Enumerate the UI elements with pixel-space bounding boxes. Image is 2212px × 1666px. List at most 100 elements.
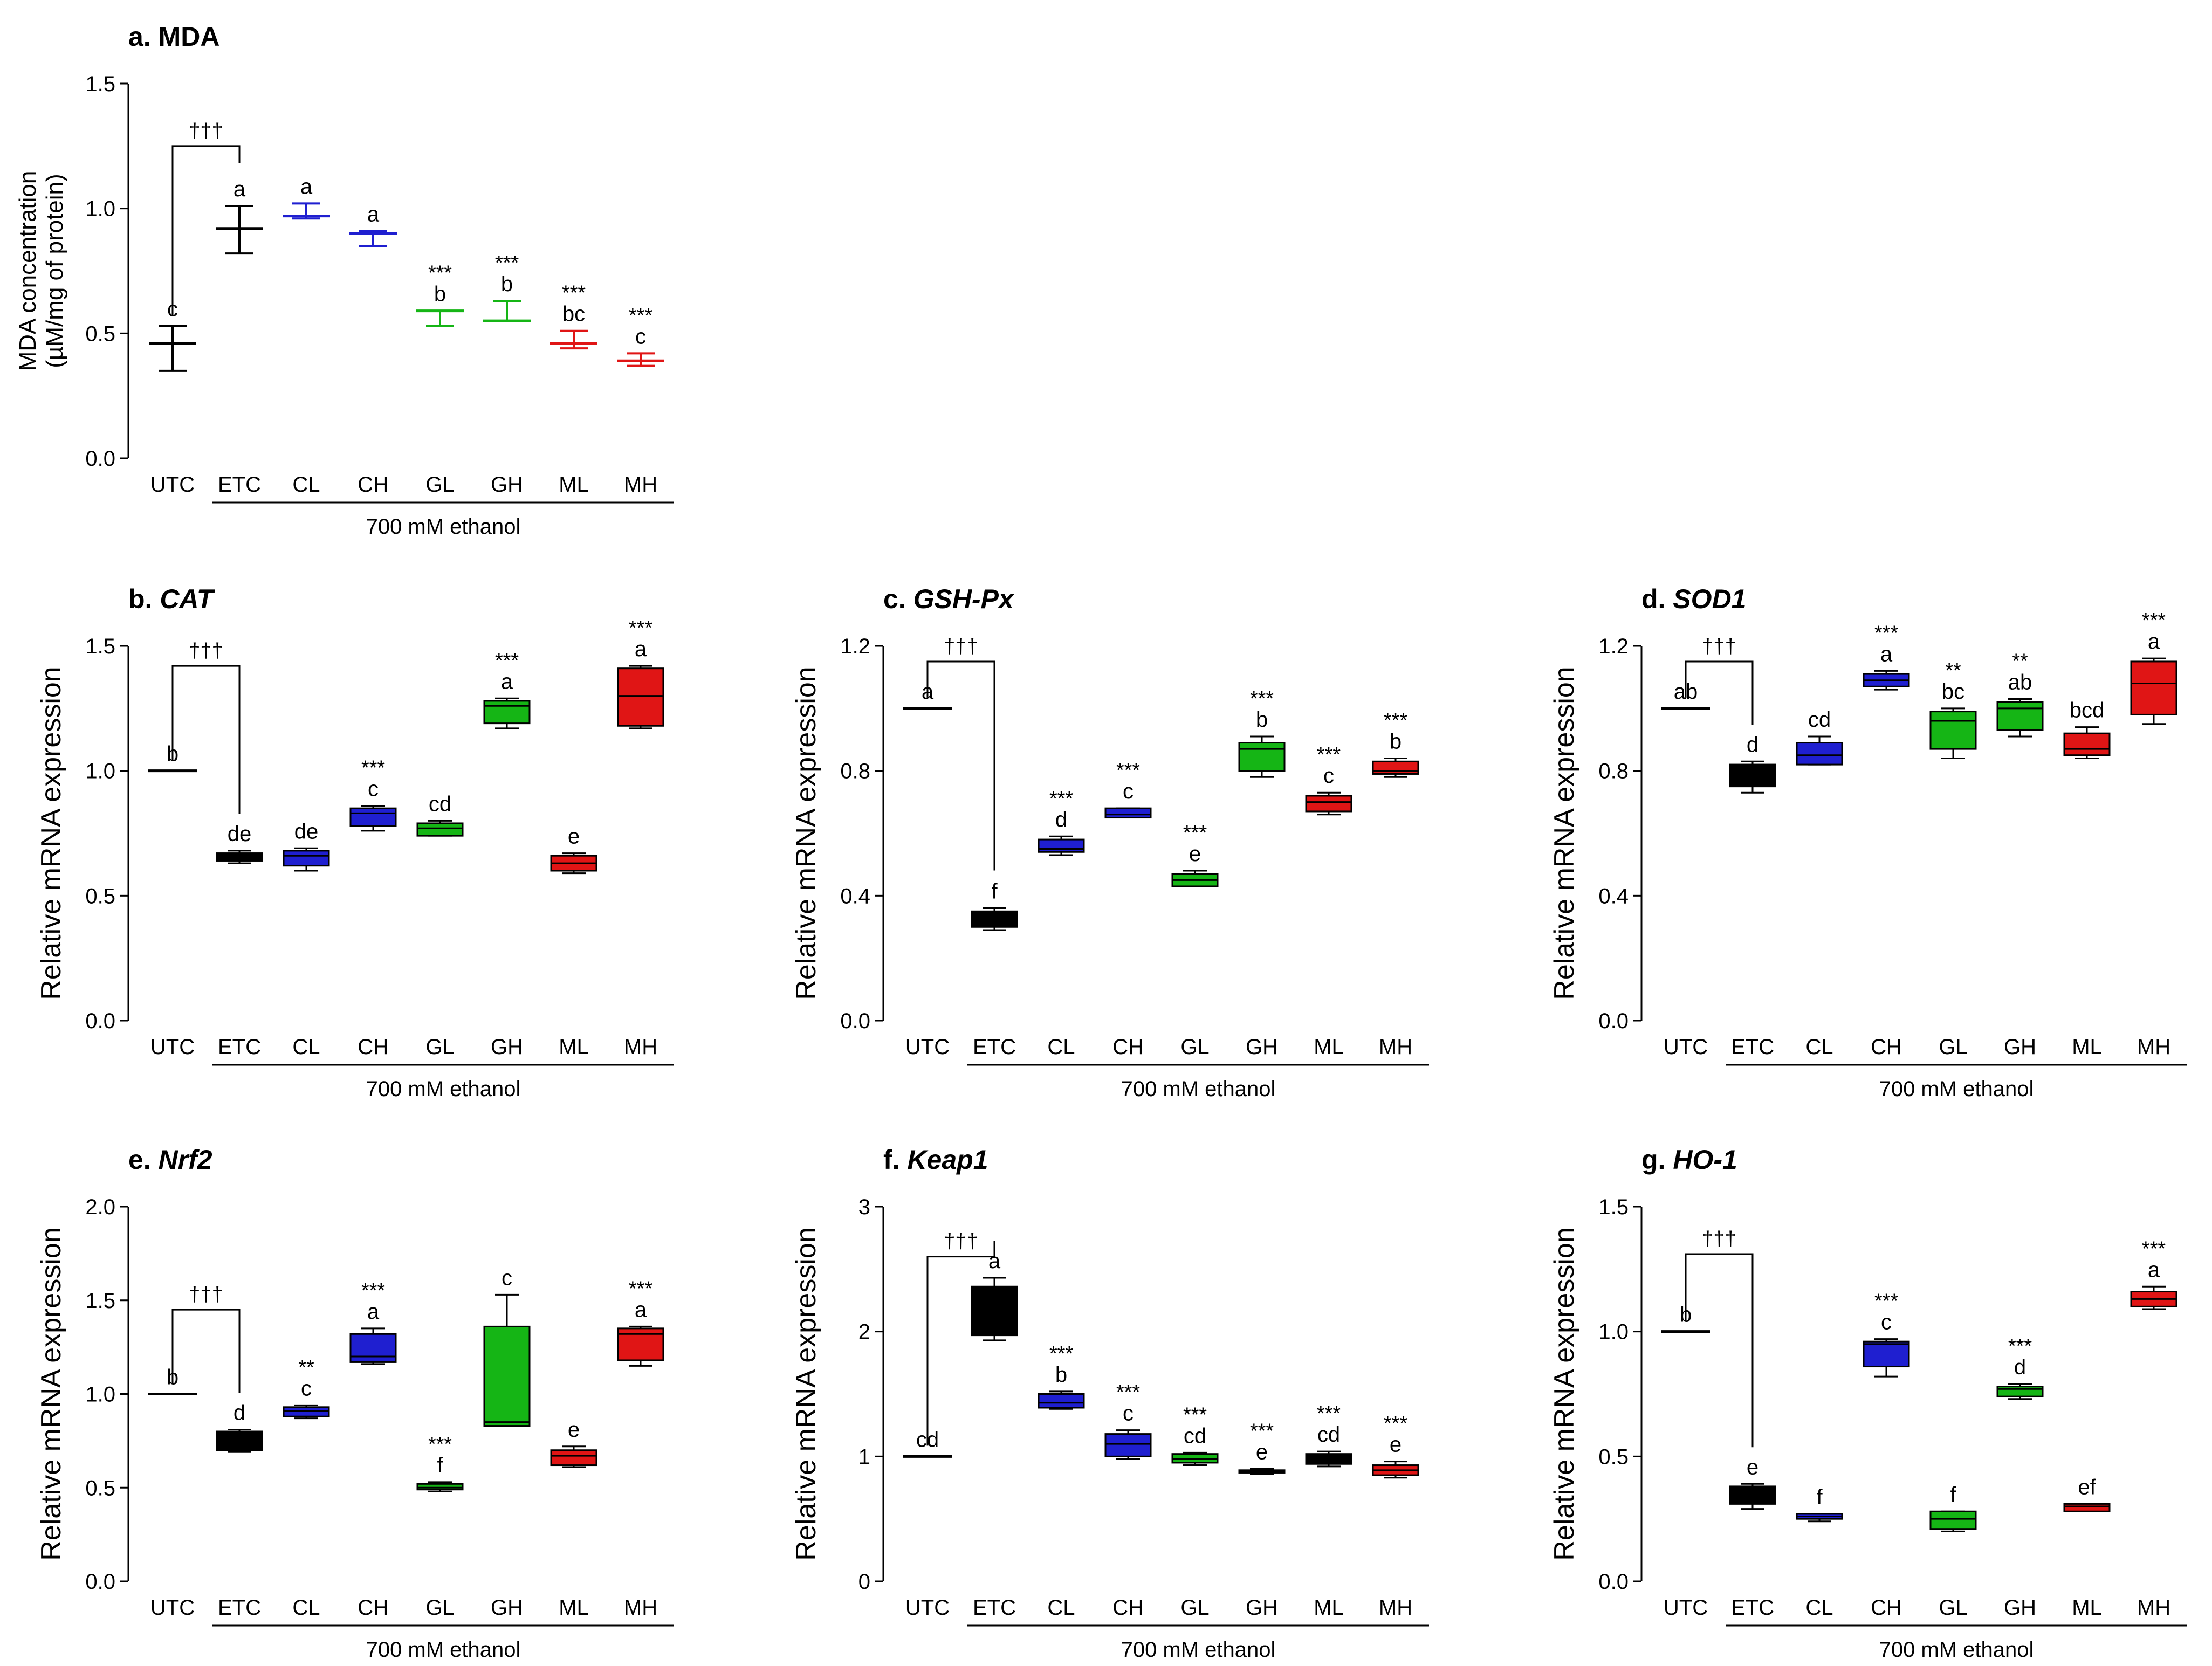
significance-letter: a [367, 202, 380, 226]
x-tick-label: ETC [973, 1596, 1016, 1620]
panel-title: f. Keap1 [883, 1145, 988, 1175]
panel-title-prefix: a. [128, 22, 159, 52]
x-tick-label: GH [2004, 1035, 2036, 1059]
x-tick-label: ML [559, 1596, 589, 1620]
box [1305, 795, 1352, 813]
x-tick-label: CL [1047, 1596, 1075, 1620]
x-tick-label: ML [2072, 1596, 2102, 1620]
panel-title: d. SOD1 [1641, 584, 1747, 614]
panel-title: c. GSH-Px [883, 584, 1015, 614]
significance-letter: d [1055, 808, 1067, 831]
box-CL [283, 847, 330, 872]
box-CH [349, 1327, 397, 1365]
box-CL [1796, 1513, 1843, 1523]
group-label: 700 mM ethanol [1879, 1638, 2034, 1662]
panel-title-name: SOD1 [1673, 584, 1746, 614]
x-tick-label: UTC [905, 1035, 950, 1059]
significance-stars: *** [2008, 1335, 2032, 1358]
box [2130, 660, 2177, 715]
box-ETC [971, 907, 1018, 931]
panel-title-prefix: f. [883, 1145, 907, 1175]
box-MH [617, 1325, 664, 1367]
errorbar-MH [617, 352, 664, 367]
significance-letter: e [1747, 1455, 1758, 1479]
significance-letter: b [434, 283, 446, 306]
y-tick-label: 0.5 [85, 884, 115, 908]
x-tick-label: GL [425, 473, 454, 497]
significance-letter: a [233, 177, 246, 201]
y-axis-label: Relative mRNA expression [1549, 666, 1580, 1000]
x-tick-label: CL [292, 473, 320, 497]
x-tick-label: GH [1246, 1035, 1278, 1059]
box [1038, 1393, 1085, 1409]
box-MH [2130, 1285, 2177, 1310]
x-tick-label: ML [559, 1035, 589, 1059]
y-tick-label: 0.4 [1598, 884, 1629, 908]
x-tick-label: UTC [150, 473, 195, 497]
box [1729, 763, 1776, 788]
significance-letter: bcd [2070, 699, 2105, 722]
significance-stars: *** [428, 1433, 452, 1456]
box [1996, 1386, 2044, 1397]
box-CL [1038, 1390, 1085, 1410]
significance-daggers: ††† [189, 120, 223, 142]
significance-stars: ** [2012, 650, 2028, 672]
box [349, 807, 397, 827]
y-tick-label: 1.2 [840, 635, 870, 658]
y-tick-label: 1.0 [85, 1383, 115, 1407]
significance-letter: e [1189, 842, 1201, 866]
significance-letter: d [1747, 733, 1758, 756]
significance-bracket [926, 1241, 995, 1446]
box [550, 1449, 597, 1467]
y-tick-label: 0.0 [85, 1009, 115, 1033]
errorbar-GL [416, 309, 464, 327]
panel-d: d. SOD1 0.0 0.4 0.8 1.2 Relative mRNA express… [1549, 584, 2187, 1101]
significance-bracket [926, 660, 995, 871]
x-tick-label: MH [1379, 1035, 1412, 1059]
box-CH [349, 805, 397, 832]
box [971, 1285, 1018, 1337]
significance-stars: *** [1874, 1290, 1899, 1313]
box [971, 910, 1018, 928]
errorbar-ML [550, 329, 597, 350]
box [283, 850, 330, 867]
y-tick-label: 0.4 [840, 884, 870, 908]
x-tick-label: CH [1871, 1596, 1902, 1620]
x-tick-label: GH [2004, 1596, 2036, 1620]
significance-stars: *** [1250, 1420, 1274, 1443]
box [416, 1483, 464, 1491]
box [617, 1327, 664, 1361]
significance-letter: e [568, 825, 580, 849]
x-tick-label: GL [1180, 1596, 1209, 1620]
box [1996, 701, 2044, 731]
significance-stars: *** [629, 1277, 653, 1300]
group-label: 700 mM ethanol [366, 515, 521, 539]
x-tick-label: ML [1314, 1035, 1344, 1059]
box-CL [1796, 735, 1843, 766]
x-tick-label: UTC [1664, 1035, 1708, 1059]
significance-bracket [171, 145, 241, 315]
x-tick-label: CL [292, 1596, 320, 1620]
y-axis-label: Relative mRNA expression [36, 1227, 67, 1560]
significance-stars: *** [495, 252, 519, 274]
y-tick-label: 1.5 [85, 635, 115, 658]
box-ML [550, 852, 597, 875]
x-tick-label: MH [624, 1596, 657, 1620]
box-ETC [216, 1429, 263, 1453]
x-tick-label: ETC [1731, 1035, 1774, 1059]
y-tick-label: 0.8 [1598, 760, 1629, 783]
y-axis-label: Relative mRNA expression [791, 1227, 822, 1560]
box-ML [1305, 791, 1352, 816]
x-tick-label: UTC [905, 1596, 950, 1620]
panel-title-prefix: e. [128, 1145, 159, 1175]
x-tick-label: GL [1939, 1035, 1967, 1059]
y-tick-label: 0.0 [1598, 1009, 1629, 1033]
box-MH [2130, 657, 2177, 725]
y-tick-label: 1.5 [85, 72, 115, 96]
significance-letter: b [1390, 730, 1402, 754]
y-tick-label: 0.5 [85, 1476, 115, 1500]
significance-letter: cd [1317, 1423, 1340, 1447]
significance-stars: ** [298, 1356, 314, 1379]
significance-stars: *** [1384, 710, 1408, 732]
significance-letter: d [233, 1401, 245, 1425]
